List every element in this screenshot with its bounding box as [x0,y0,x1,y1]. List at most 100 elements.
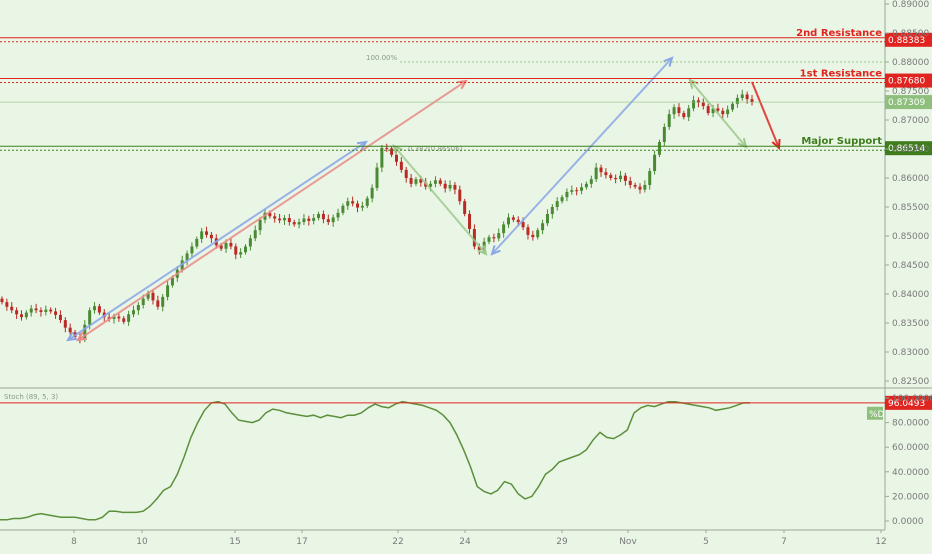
candle-body [170,277,174,286]
candle-body [745,94,749,100]
candle-body [297,222,301,225]
candle-body [356,203,360,208]
price-tick-label: 0.82500 [892,377,929,387]
price-tick-label: 0.87000 [892,116,929,126]
price-tick-label: 0.85000 [892,232,929,242]
level-label: Major Support [801,136,882,147]
candle-body [112,316,116,319]
candle-body [365,198,369,206]
candle-body [117,316,121,319]
candle-body [536,230,540,238]
price-tick-label: 0.86500 [892,145,929,155]
d-series-tag-text: %D [869,410,885,420]
indicator-level-tag-text: 96.0493 [888,399,925,409]
candle-body [506,217,510,225]
candle-body [287,218,291,223]
axes-layer: 0.89000 0.88500 0.88000 0.87500 0.87000 0.865… [71,0,932,547]
candle-body [409,178,413,184]
candle-body [317,213,321,219]
candle-body [633,184,637,187]
time-tick-label: 15 [229,537,240,547]
price-tick-label: 0.88500 [892,29,929,39]
candle-body [414,179,418,184]
candle-body [638,186,642,190]
level-price-tag-text: 0.88383 [888,36,925,46]
time-tick-label: 7 [781,537,787,547]
candle-body [706,106,710,114]
candle-body [29,308,33,313]
candle-body [433,180,437,184]
candle-body [326,219,330,223]
candle-body [463,201,467,214]
fib-100-label: 100.00% [366,54,397,62]
candle-body [750,99,754,103]
current-price-tag [885,95,932,110]
time-tick-label: 5 [703,537,709,547]
candle-body [541,223,545,231]
green-correction-arrow-head [477,245,488,256]
candle-body [131,310,135,315]
time-tick-label: Nov [619,537,637,547]
current-price-tag-text: 0.87309 [888,98,925,108]
price-tick-label: 0.84500 [892,261,929,271]
candle-body [419,179,423,183]
candle-body [492,237,496,239]
indicator-name: Stoch (89, 5, 3) [4,393,58,401]
candle-body [443,183,447,189]
candle-body [545,213,549,224]
price-tick-label: 0.87500 [892,87,929,97]
candle-body [224,242,228,249]
indicator-tick-label: 20.0000 [892,492,929,502]
blue-leg-arrow-head [490,245,501,256]
fib-382-label: 0.382(0.86506) [408,145,463,153]
candle-body [302,218,306,223]
candle-body [497,233,501,239]
candle-body [68,327,72,333]
candle-body [312,218,316,221]
candle-body [156,300,160,307]
levels-layer: 2nd Resistance 0.88383 1st Resistance 0.876… [0,28,932,420]
candle-body [628,180,632,185]
candle-body [127,314,131,322]
level-label: 2nd Resistance [796,28,882,39]
candle-body [589,179,593,184]
blue-channel-arrow [67,141,367,341]
candle-body [604,172,608,176]
price-tick-label: 0.86000 [892,174,929,184]
candle-body [648,171,652,185]
green-pullback-arrow-head [737,138,748,149]
candle-body [19,314,23,318]
price-tick-label: 0.83000 [892,348,929,358]
candle-body [331,217,335,223]
price-tick-label: 0.85500 [892,203,929,213]
candle-body [560,197,564,202]
candle-body [731,103,735,110]
candle-body [526,227,530,235]
candle-body [380,147,384,168]
candle-body [151,292,155,301]
candle-body [584,183,588,188]
candle-body [458,189,462,202]
candle-body [516,219,520,223]
candle-body [653,154,657,172]
price-tick-label: 0.84000 [892,290,929,300]
overlay-layer [0,56,781,521]
candle-body [346,201,350,206]
time-tick-label: 22 [392,537,403,547]
candle-body [351,201,355,204]
level-label: 1st Resistance [800,69,883,80]
candle-body [268,212,272,217]
candle-body [438,180,442,184]
candle-body [97,306,101,313]
candle-body [404,169,408,178]
candle-body [278,218,282,221]
candle-body [594,167,598,180]
candle-body [190,246,194,254]
candle-body [44,309,48,312]
candle-body [609,175,613,178]
candle-body [692,100,696,109]
candle-body [234,246,238,255]
candle-body [195,238,199,247]
